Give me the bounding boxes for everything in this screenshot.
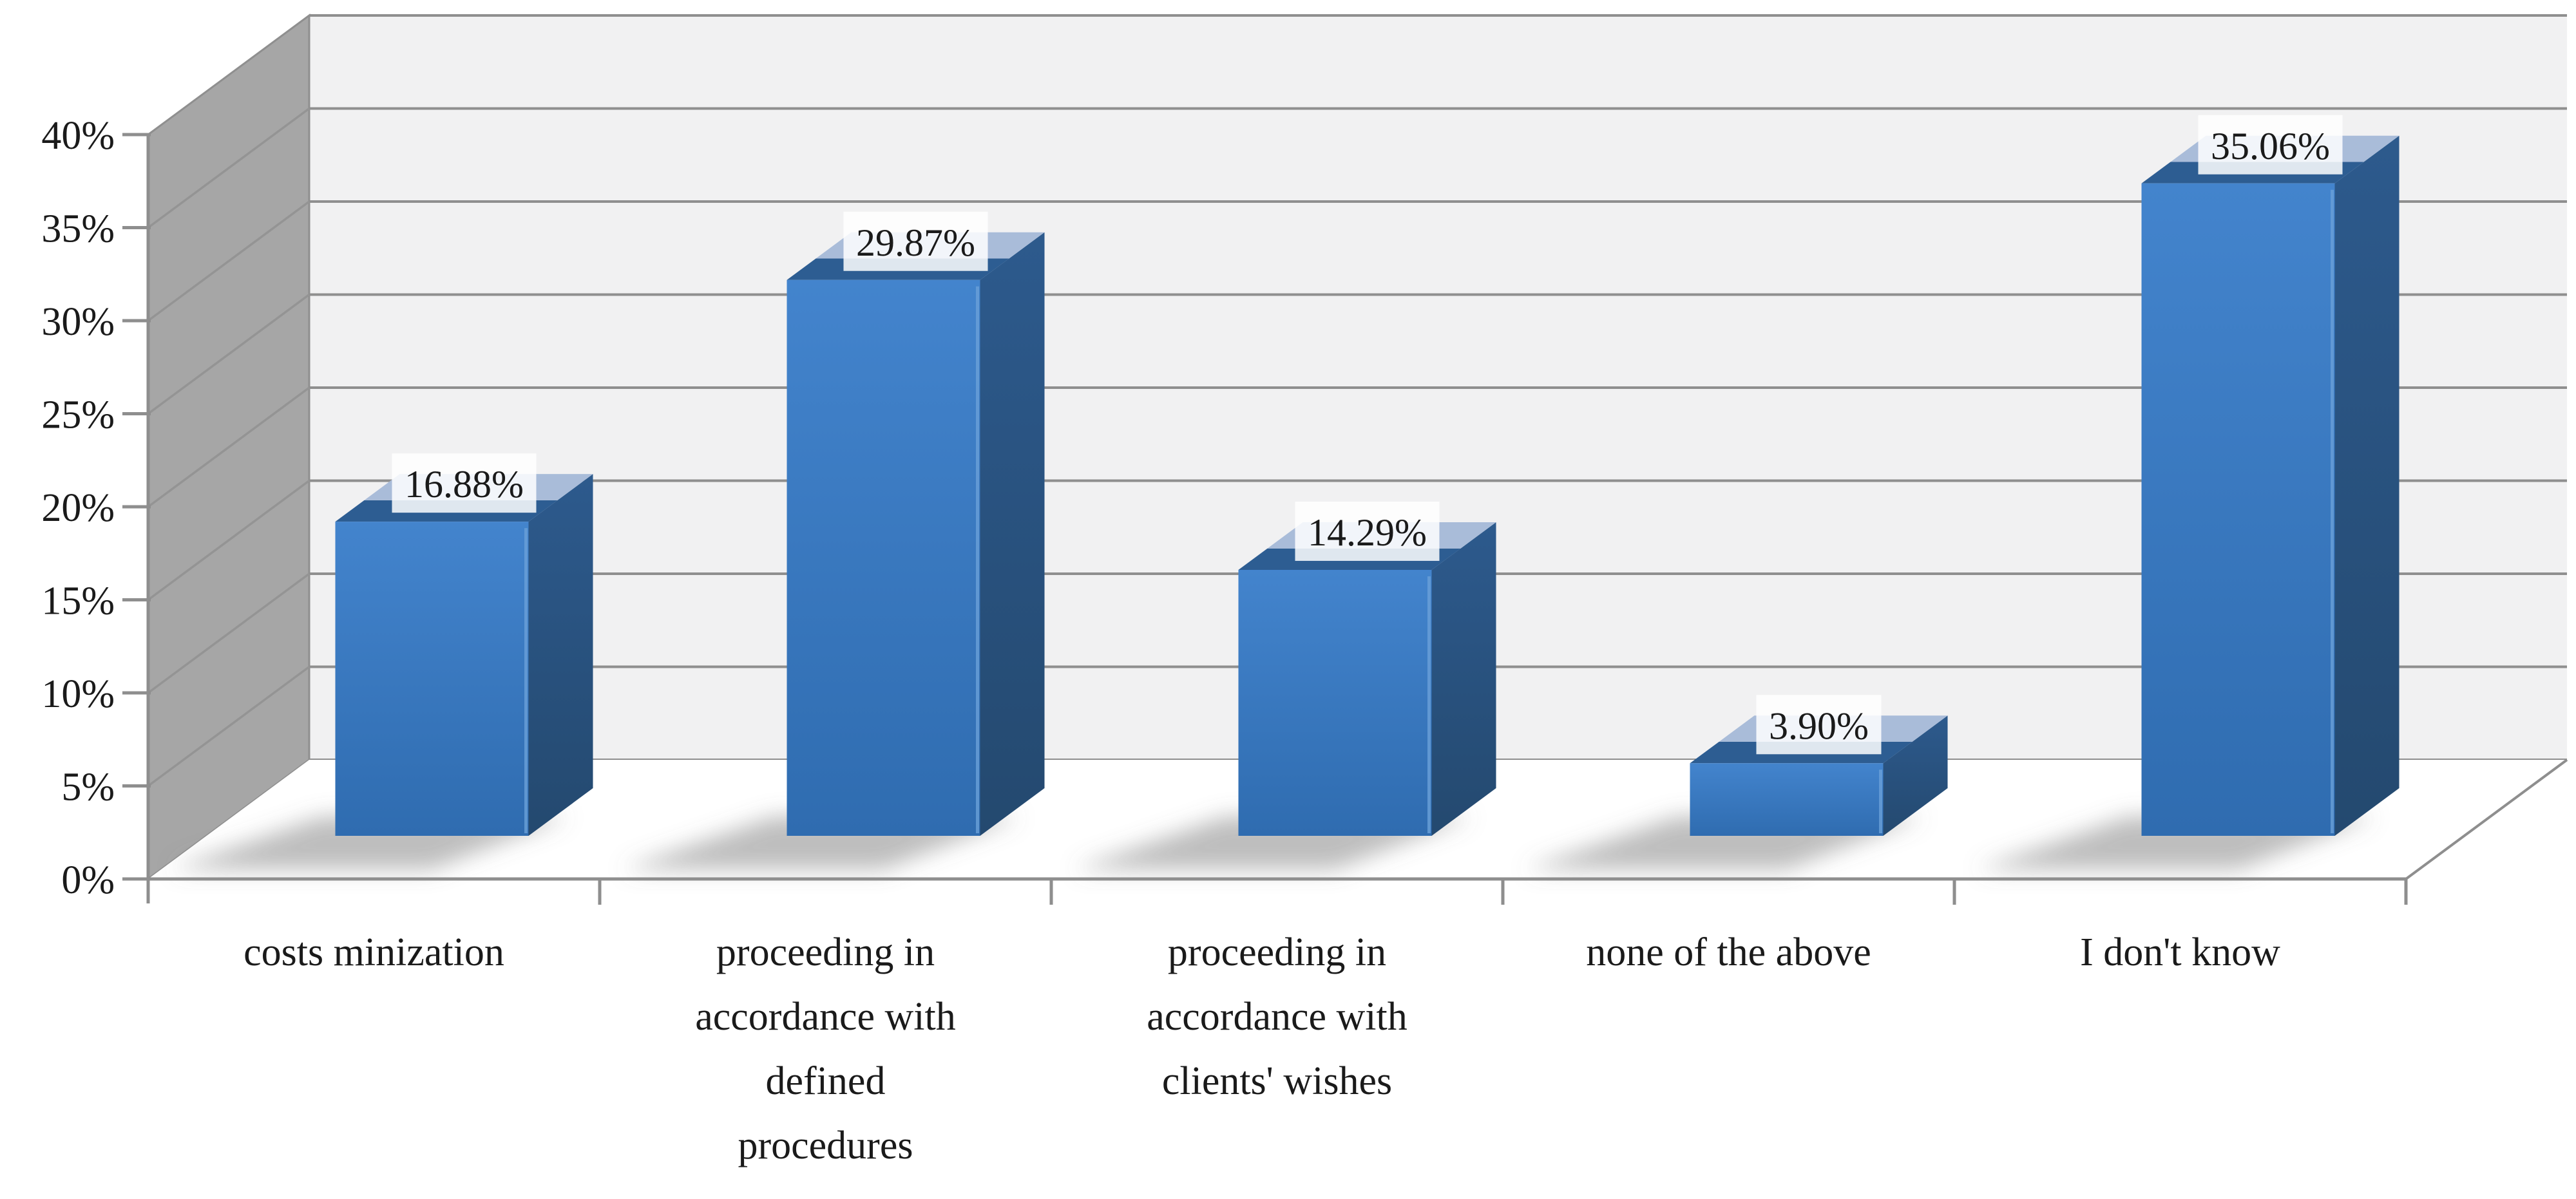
data-label: 29.87% — [856, 222, 975, 264]
data-label: 14.29% — [1308, 511, 1427, 554]
side-wall-gridline — [147, 572, 310, 694]
x-axis-category-label: costs minization — [243, 930, 504, 974]
y-axis-tick-label: 20% — [41, 486, 115, 530]
y-axis-tick-label: 40% — [41, 114, 115, 158]
bar-front-face — [2141, 183, 2335, 836]
bar-side-face — [1431, 522, 1496, 836]
bar-side-face — [2334, 135, 2399, 836]
side-wall-gridline — [147, 666, 310, 787]
bar-side-face — [1883, 715, 1948, 836]
x-axis-category-label-line: defined — [766, 1059, 886, 1103]
side-wall-gridlines — [147, 108, 310, 787]
x-axis-category-label-line: proceeding in — [716, 930, 935, 974]
data-label-box — [843, 211, 988, 271]
x-axis-category-labels: costs minization proceeding in accordance … — [243, 930, 2280, 1167]
bar-column — [1238, 522, 1496, 836]
bar-side-face — [980, 232, 1045, 836]
data-label: 35.06% — [2211, 125, 2330, 167]
x-axis-category-label: proceeding in accordance with clients' wis… — [1147, 930, 1407, 1103]
side-wall-gridline — [147, 294, 310, 415]
y-axis-tick-label: 35% — [41, 207, 115, 251]
x-axis-category-label-line: accordance with — [695, 995, 955, 1039]
y-axis-tick-label: 25% — [41, 393, 115, 437]
y-axis-tick-label: 15% — [41, 580, 115, 623]
bar-front-face — [1238, 570, 1432, 836]
y-axis-tick-label: 0% — [61, 858, 115, 902]
bar-front-face — [787, 279, 980, 836]
x-axis-ticks — [598, 879, 2408, 905]
x-axis-category-label: none of the above — [1586, 930, 1871, 974]
y-axis-tick-label: 30% — [41, 300, 115, 344]
side-wall-gridline — [147, 480, 310, 601]
side-wall-gridline — [147, 108, 310, 229]
data-labels: 16.88% 29.87% 14.29% 3.90% 35.06% — [392, 115, 2343, 755]
x-axis-category-label-line: procedures — [738, 1124, 913, 1167]
y-axis-tick-label: 5% — [61, 766, 115, 809]
data-label: 3.90% — [1769, 704, 1869, 747]
data-label-box — [1756, 695, 1882, 755]
x-axis-category-label: I don't know — [2080, 930, 2280, 974]
side-wall-gridline — [147, 386, 310, 508]
x-axis-category-label-line: I don't know — [2080, 930, 2280, 974]
y-axis-tick-labels: 0% 5% 10% 15% 20% 25% 30% 35% 40% — [41, 114, 115, 902]
bar-column — [2141, 135, 2399, 836]
x-axis-category-label-line: none of the above — [1586, 930, 1871, 974]
bar-front-face — [335, 522, 529, 836]
data-label-box — [392, 453, 537, 513]
x-axis-category-label-line: clients' wishes — [1162, 1059, 1392, 1103]
x-axis-category-label-line: proceeding in — [1168, 930, 1386, 974]
bar-column — [787, 232, 1045, 836]
bar-side-face — [528, 474, 593, 836]
data-label: 16.88% — [405, 463, 524, 505]
x-axis-category-label-line: costs minization — [243, 930, 504, 974]
bar-column — [335, 474, 593, 836]
data-label-box — [2198, 115, 2343, 175]
y-axis-tick-label: 10% — [41, 672, 115, 716]
y-axis-ticks — [122, 133, 151, 881]
x-axis-category-label-line: accordance with — [1147, 995, 1407, 1039]
floor-right-edge — [2405, 759, 2568, 880]
x-axis-category-label: proceeding in accordance with defined proce… — [695, 930, 955, 1167]
side-wall-gridline — [147, 200, 310, 322]
bar-front-face — [1690, 763, 1884, 836]
data-label-box — [1295, 502, 1440, 562]
